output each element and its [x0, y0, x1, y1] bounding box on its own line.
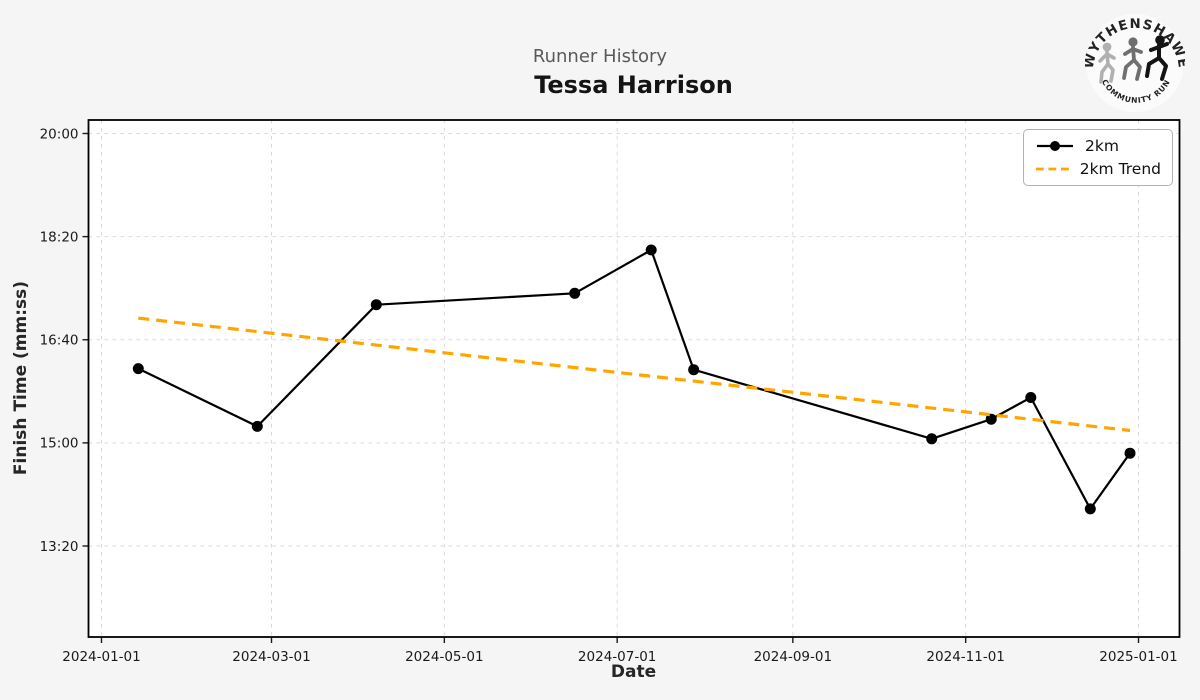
plot-background [88, 120, 1180, 637]
runner-icon [1145, 35, 1169, 81]
legend-item-2km: 2km [1035, 137, 1161, 155]
chart-subtitle: Runner History [532, 46, 668, 67]
x-tick-label: 2024-07-01 [578, 649, 656, 665]
x-axis-label: Date [610, 662, 657, 682]
legend: 2km 2km Trend [1023, 129, 1173, 186]
plot-frame [87, 119, 1181, 638]
data-point [1025, 392, 1037, 403]
runner-icon [1122, 37, 1143, 81]
x-tick-label: 2025-01-01 [1099, 649, 1177, 665]
legend-marker-dot-icon [1050, 141, 1060, 152]
y-tick-label: 15:00 [40, 436, 79, 452]
data-point [132, 363, 144, 375]
legend-label-2km-trend: 2km Trend [1079, 159, 1161, 178]
legend-line-sample-icon [1037, 141, 1073, 152]
data-point [1124, 447, 1136, 459]
chart-title: Tessa Harrison [534, 71, 733, 99]
y-tick-label: 16:40 [40, 333, 79, 349]
data-point [569, 287, 581, 299]
club-logo: WYTHENSHAWE COMMUNITY RUN [1085, 14, 1185, 112]
y-tick-label: 20:00 [40, 126, 79, 142]
x-tick-label: 2024-01-01 [62, 649, 140, 665]
data-point [985, 413, 997, 425]
legend-item-2km-trend: 2km Trend [1035, 160, 1161, 178]
data-point [645, 244, 657, 256]
data-point [688, 364, 700, 376]
y-tick-label: 18:20 [40, 229, 79, 245]
runner-icon [1098, 42, 1116, 84]
data-point [370, 299, 382, 311]
legend-label-2km: 2km [1085, 137, 1119, 156]
data-point [926, 433, 938, 445]
x-tick-label: 2024-03-01 [232, 649, 310, 665]
x-tick-label: 2024-11-01 [926, 649, 1004, 665]
series-line-2km-trend [138, 316, 1131, 433]
y-axis-label: Finish Time (mm:ss) [11, 280, 31, 476]
y-tick-label: 13:20 [40, 539, 79, 555]
legend-trend-sample-icon [1035, 167, 1069, 171]
x-tick-label: 2024-05-01 [405, 649, 483, 665]
data-point [1084, 503, 1096, 515]
x-tick-label: 2024-09-01 [754, 649, 832, 665]
data-point [251, 420, 263, 432]
